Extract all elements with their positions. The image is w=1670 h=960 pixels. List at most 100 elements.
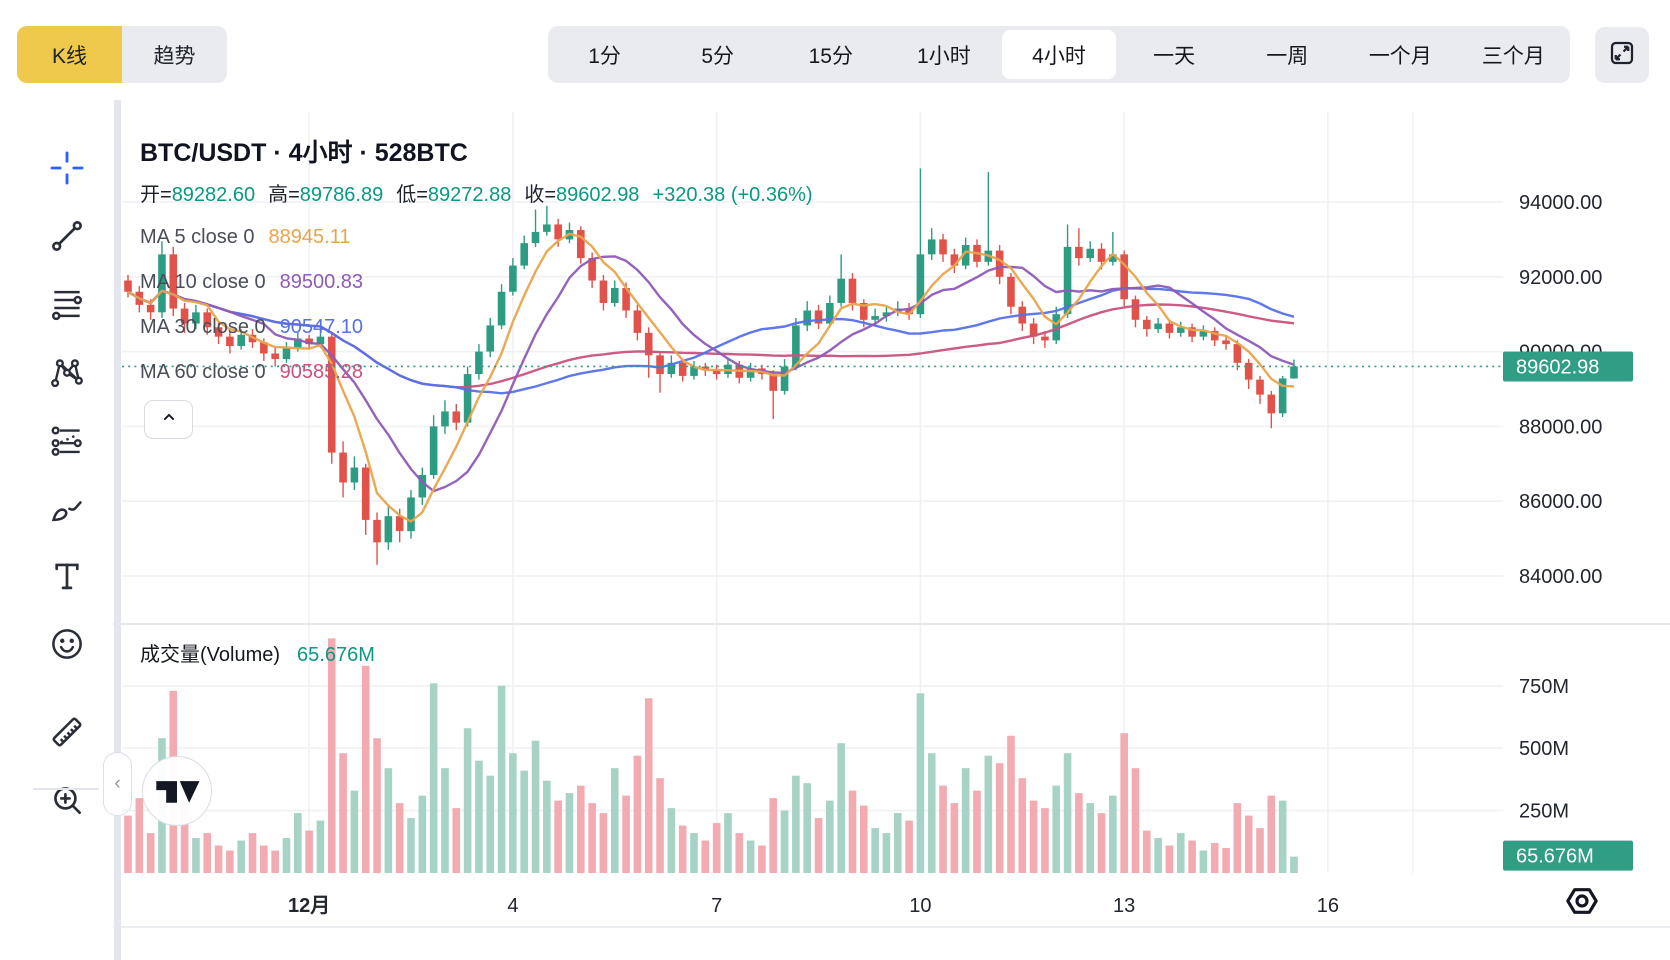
- ma-legend-row: MA 10 close 0 89500.83: [140, 269, 813, 296]
- ma-value: 90585.28: [279, 361, 364, 383]
- ma-30-line: [127, 287, 1295, 395]
- chart-legend: BTC/USDT · 4小时 · 528BTC 开=89282.60 高=8978…: [140, 138, 813, 386]
- emoji-icon: [48, 625, 86, 668]
- interval-tabs: 1分 5分 15分 1小时 4小时 一天 一周 一个月 三个月: [548, 26, 1570, 83]
- ma-value: 90547.10: [279, 316, 364, 338]
- horizontal-lines-icon: [48, 285, 86, 328]
- svg-text:500M: 500M: [1519, 738, 1569, 760]
- interval-tab-5分[interactable]: 5分: [701, 44, 734, 68]
- ruler-icon: [48, 713, 86, 756]
- expand-icon: [1607, 38, 1637, 73]
- interval-tab-15分[interactable]: 15分: [808, 44, 853, 68]
- sidebar-collapse-handle[interactable]: ‹: [103, 752, 132, 816]
- ma-5-line: [127, 232, 1295, 523]
- tool-forecast[interactable]: [39, 414, 95, 470]
- svg-text:13: 13: [1113, 895, 1135, 917]
- svg-text:94000.00: 94000.00: [1519, 192, 1602, 214]
- ma-legend-row: MA 30 close 0 90547.10: [140, 314, 813, 341]
- ohlc-label: 高=: [268, 184, 300, 206]
- ohlc-pair: 低=89272.88: [396, 182, 511, 208]
- volume-value: 65.676M: [297, 644, 375, 666]
- ma-value: 89500.83: [279, 271, 364, 293]
- tool-zoom-in[interactable]: [39, 774, 95, 830]
- svg-text:89602.98: 89602.98: [1516, 356, 1599, 378]
- interval-tab-1小时[interactable]: 1小时: [917, 44, 971, 68]
- last-volume-badge: 65.676M: [1503, 840, 1633, 871]
- chart-type-toggle: K线 趋势: [17, 26, 227, 83]
- tool-trend-line[interactable]: [39, 210, 95, 266]
- tool-text[interactable]: [39, 550, 95, 606]
- ohlc-pair: 开=89282.60: [140, 182, 255, 208]
- volume-label: 成交量(Volume): [140, 644, 281, 666]
- forecast-icon: [48, 421, 86, 464]
- chevron-up-icon: [159, 407, 179, 432]
- ohlc-label: 收=: [524, 184, 557, 206]
- ma-10-line: [127, 255, 1295, 493]
- svg-text:12月: 12月: [288, 895, 330, 917]
- interval-tab-一周[interactable]: 一周: [1266, 44, 1309, 68]
- tool-xabcd-pattern[interactable]: [39, 346, 95, 402]
- svg-text:7: 7: [711, 895, 722, 917]
- tool-horizontal-lines[interactable]: [39, 278, 95, 334]
- svg-text:84000.00: 84000.00: [1519, 566, 1602, 588]
- time-axis[interactable]: 12月 4 7 10 13 16: [288, 895, 1339, 917]
- ma-label: MA 60 close 0: [140, 361, 266, 383]
- legend-collapse-button[interactable]: [144, 400, 193, 439]
- svg-text:4: 4: [507, 895, 518, 917]
- tradingview-logo[interactable]: [142, 756, 212, 826]
- candles-layer: [124, 168, 1298, 565]
- svg-text:65.676M: 65.676M: [1516, 846, 1594, 868]
- ohlc-value: 89282.60: [171, 184, 256, 206]
- volume-legend: 成交量(Volume) 65.676M: [140, 641, 375, 669]
- svg-text:86000.00: 86000.00: [1519, 491, 1602, 513]
- drawing-tools-sidebar: [0, 100, 113, 960]
- zoom-in-icon: [48, 781, 86, 824]
- chart-title: BTC/USDT · 4小时 · 528BTC: [140, 139, 468, 167]
- interval-tab-一天[interactable]: 一天: [1153, 44, 1196, 68]
- price-scale-settings-button[interactable]: [1560, 881, 1604, 925]
- tools-divider: [33, 788, 99, 790]
- interval-tab-1分[interactable]: 1分: [588, 44, 621, 68]
- tool-emoji[interactable]: [39, 618, 95, 674]
- ma-value: 88945.11: [268, 226, 351, 248]
- ma-label: MA 10 close 0: [140, 271, 266, 293]
- svg-text:88000.00: 88000.00: [1519, 416, 1602, 438]
- ma-label: MA 5 close 0: [140, 226, 255, 248]
- gear-icon: [1562, 881, 1602, 926]
- ohlc-value: 89602.98: [556, 184, 640, 206]
- interval-tab-一个月[interactable]: 一个月: [1368, 44, 1432, 68]
- trend-line-icon: [48, 217, 86, 260]
- ohlc-value: 89786.89: [299, 184, 384, 206]
- ohlc-pair: 收=89602.98: [524, 182, 639, 208]
- chart-type-tab-趋势[interactable]: 趋势: [122, 26, 227, 83]
- ohlc-pair: 高=89786.89: [268, 182, 383, 208]
- ma-legend-row: MA 5 close 0 88945.11: [140, 224, 813, 251]
- ohlc-label: 低=: [396, 184, 428, 206]
- ma-legend-row: MA 60 close 0 90585.28: [140, 359, 813, 386]
- svg-text:92000.00: 92000.00: [1519, 267, 1602, 289]
- ohlc-value: 89272.88: [427, 184, 512, 206]
- svg-text:10: 10: [909, 895, 931, 917]
- interval-tab-三个月[interactable]: 三个月: [1481, 44, 1545, 68]
- crosshair-icon: [48, 149, 86, 192]
- svg-text:250M: 250M: [1519, 801, 1569, 823]
- ma-label: MA 30 close 0: [140, 316, 266, 338]
- svg-text:750M: 750M: [1519, 676, 1569, 698]
- ohlc-row: 开=89282.60 高=89786.89 低=89272.88 收=89602.98…: [140, 182, 813, 208]
- tool-brush[interactable]: [39, 482, 95, 538]
- chevron-left-icon: ‹: [114, 773, 121, 794]
- tool-ruler[interactable]: [39, 706, 95, 762]
- sidebar-divider-bar: [114, 100, 121, 960]
- brush-icon: [48, 489, 86, 532]
- price-axis[interactable]: 94000.0092000.0090000.0088000.0086000.00…: [1519, 192, 1602, 823]
- text-icon: [48, 557, 86, 600]
- interval-tab-4小时[interactable]: 4小时: [1002, 30, 1116, 79]
- tool-crosshair[interactable]: [39, 142, 95, 198]
- chart-type-tab-K线[interactable]: K线: [17, 26, 122, 83]
- svg-text:16: 16: [1317, 895, 1339, 917]
- fullscreen-button[interactable]: [1595, 27, 1649, 83]
- ohlc-label: 开=: [140, 184, 172, 206]
- volume-bars: [124, 638, 1298, 873]
